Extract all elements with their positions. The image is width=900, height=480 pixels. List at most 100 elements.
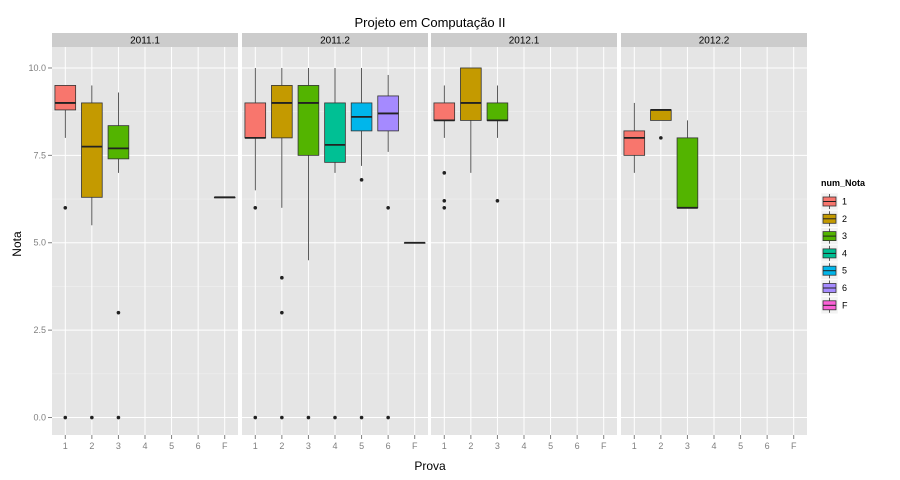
x-tick-label: 4	[332, 441, 337, 451]
x-tick-label: 2	[658, 441, 663, 451]
x-tick-label: 5	[738, 441, 743, 451]
x-tick-label: 2	[468, 441, 473, 451]
outlier-point	[659, 136, 663, 140]
y-tick-label: 7.5	[33, 150, 46, 160]
x-tick-label: 5	[548, 441, 553, 451]
box-iqr	[244, 102, 267, 139]
x-tick-label: 3	[495, 441, 500, 451]
y-tick-label: 2.5	[33, 325, 46, 335]
x-axis-title: Prova	[414, 459, 446, 473]
x-tick-label: 2	[279, 441, 284, 451]
outlier-point	[386, 415, 390, 420]
legend-label: 1	[842, 197, 847, 207]
box-iqr	[433, 102, 456, 121]
box-iqr	[486, 102, 509, 121]
chart-title: Projeto em Computação II	[354, 15, 505, 30]
legend-label: 2	[842, 214, 847, 224]
outlier-point	[333, 415, 337, 420]
y-axis: 0.0 2.5 5.0 7.5 10.0	[28, 63, 52, 423]
facet-strip-label: 2012.2	[699, 36, 730, 47]
legend-label: 4	[842, 248, 847, 258]
boxplot-2	[81, 85, 103, 420]
x-tick-label: 1	[632, 441, 637, 451]
x-tick-label: 4	[521, 441, 526, 451]
box-iqr	[271, 85, 293, 139]
box-iqr	[460, 67, 482, 121]
x-tick-label: 4	[711, 441, 716, 451]
x-tick-label: 1	[63, 441, 68, 451]
x-tick-label: 3	[306, 441, 311, 451]
outlier-point	[63, 415, 68, 420]
legend: num_Nota 1 2 3 4 5 6 F	[820, 178, 866, 315]
box-iqr	[297, 85, 320, 156]
boxplot-1	[244, 67, 267, 420]
outlier-point	[116, 415, 121, 420]
boxplot-5	[350, 67, 373, 420]
x-tick-label: 6	[765, 441, 770, 451]
legend-item: 4	[820, 244, 847, 263]
facet-strip-label: 2012.1	[509, 36, 540, 47]
x-tick-label: F	[222, 441, 228, 451]
facet-strip	[52, 33, 238, 47]
facet-panel: 2011.1 1 2 3 4 5 6 F	[52, 33, 238, 451]
outlier-point	[442, 205, 447, 210]
outlier-point	[442, 199, 447, 203]
x-tick-label: F	[412, 441, 418, 451]
boxplot-F	[403, 241, 426, 244]
box-iqr	[81, 102, 103, 198]
boxplot-4	[324, 67, 346, 420]
legend-item: 3	[820, 227, 847, 245]
boxplot-2	[650, 109, 672, 140]
outlier-point	[386, 205, 390, 210]
box-iqr	[650, 109, 672, 121]
boxplot-1	[54, 85, 77, 420]
outlier-point	[280, 415, 284, 420]
x-tick-label: 1	[253, 441, 258, 451]
x-tick-label: 3	[685, 441, 690, 451]
legend-item: 6	[820, 279, 847, 297]
x-tick-label: 2	[89, 441, 94, 451]
outlier-point	[359, 178, 364, 182]
box-iqr	[676, 137, 699, 209]
facet-panel: 2011.2 1 2 3 4 5 6 F	[242, 33, 428, 451]
outlier-point	[495, 199, 500, 203]
legend-item: 1	[820, 192, 847, 211]
boxplot-6	[377, 74, 399, 420]
boxplot-3	[297, 67, 320, 420]
x-tick-label: 3	[116, 441, 121, 451]
boxplot-2	[271, 67, 293, 420]
x-tick-label: 1	[442, 441, 447, 451]
x-tick-label: 6	[196, 441, 201, 451]
facet-strip	[242, 33, 428, 47]
boxplot-3	[486, 85, 509, 203]
legend-item: F	[820, 296, 848, 315]
box-iqr	[107, 125, 130, 160]
boxplot-1	[433, 85, 456, 210]
outlier-point	[253, 205, 258, 210]
facet-strip	[621, 33, 807, 47]
legend-title: num_Nota	[821, 178, 866, 188]
facet-strip	[431, 33, 617, 47]
x-tick-label: 6	[386, 441, 391, 451]
legend-label: 5	[842, 266, 847, 276]
boxplot-3	[676, 120, 699, 209]
box-iqr	[623, 130, 646, 156]
boxplot-1	[623, 102, 646, 173]
box-iqr	[324, 102, 346, 163]
outlier-point	[442, 171, 447, 175]
outlier-point	[306, 415, 311, 420]
outlier-point	[63, 205, 68, 210]
legend-item: 5	[820, 261, 847, 280]
x-tick-label: 6	[575, 441, 580, 451]
facet-panel: 2012.1 1 2 3 4 5 6 F	[431, 33, 617, 451]
facet-panel: 2012.2 1 2 3 4 5 6 F	[621, 33, 807, 451]
x-tick-label: 5	[359, 441, 364, 451]
outlier-point	[359, 415, 364, 420]
legend-label: F	[842, 300, 848, 310]
x-tick-label: F	[601, 441, 607, 451]
legend-label: 6	[842, 283, 847, 293]
outlier-point	[253, 415, 258, 420]
boxplot-3	[107, 92, 130, 420]
